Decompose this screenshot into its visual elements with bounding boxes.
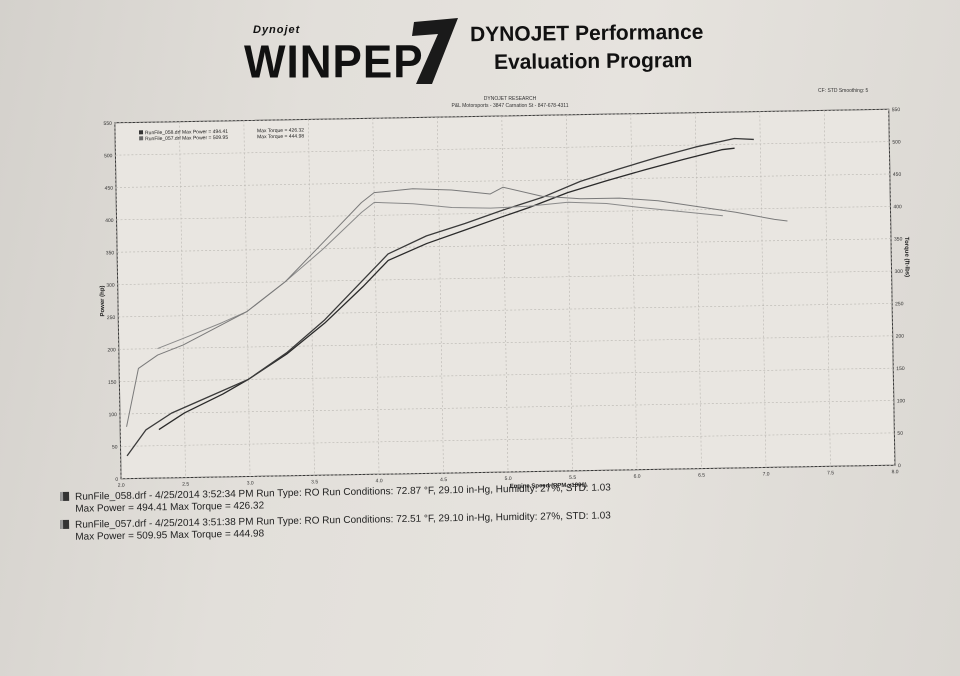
y-tick-label-right: 400 [893, 204, 902, 210]
grid-line-x [436, 117, 444, 474]
y-tick-label-left: 200 [107, 347, 116, 353]
chart-header: DYNOJET RESEARCH P&L Motorsports - 3847 … [420, 96, 600, 110]
grid-line-y [116, 206, 891, 221]
grid-line-y [115, 173, 890, 188]
grid-line-y [117, 270, 892, 285]
y-tick-label-right: 150 [896, 366, 905, 372]
y-tick-label-left: 250 [107, 315, 116, 321]
series-line-runfile057drf-torque [126, 186, 788, 427]
shop-line: P&L Motorsports - 3847 Carnation St - 84… [451, 103, 569, 109]
research-line: DYNOJET RESEARCH [483, 96, 537, 102]
logo-word: WINPEP [244, 36, 424, 89]
y-tick-label-left: 100 [109, 412, 118, 418]
logo-brand: Dynojet [253, 24, 301, 36]
inset-swatch-run057 [139, 136, 144, 141]
grid-line-x [308, 119, 315, 476]
y-tick-label-left: 400 [105, 218, 114, 224]
series-line-runfile057drf-power [126, 137, 754, 457]
x-tick-label: 7.0 [763, 471, 770, 477]
inset-row-run057-power: RunFile_057.drf Max Power = 509.95 [145, 135, 228, 142]
y-axis-label-left: Power (hp) [100, 285, 107, 316]
grid-lines [114, 108, 896, 480]
y-tick-label-left: 350 [106, 250, 115, 256]
x-tick-label: 3.0 [247, 480, 254, 486]
x-tick-label: 4.0 [376, 478, 383, 484]
inset-swatch-run058 [138, 130, 144, 135]
grid-line-x [759, 111, 767, 468]
grid-line-y [118, 335, 893, 350]
logo-seven-mark [412, 18, 458, 84]
grid-line-x [372, 118, 380, 475]
inset-legend: RunFile_058.drf Max Power = 494.41 Max T… [138, 127, 304, 142]
x-tick-label: 3.5 [311, 479, 318, 485]
y-tick-label-right: 100 [897, 398, 906, 404]
grid-line-x [565, 114, 573, 471]
x-tick-label: 7.5 [827, 470, 834, 476]
grid-line-y [118, 303, 893, 318]
x-tick-label: 2.5 [182, 482, 189, 488]
y-tick-label-left: 500 [104, 153, 113, 159]
x-tick-label: 8.0 [892, 469, 899, 475]
y-tick-label-left: 450 [105, 186, 114, 192]
axis-ticks: 2.0 2.5 3.0 3.5 4.0 4.5 5.0 5.5 6.0 6.5 7.0 7.5 8.00… [103, 107, 906, 489]
run-058-swatch [60, 491, 70, 501]
x-tick-label: 5.5 [569, 475, 576, 481]
inset-row-run057-torque: Max Torque = 444.98 [257, 133, 304, 140]
y-tick-label-left: 0 [115, 477, 118, 483]
x-tick-label: 5.0 [505, 476, 512, 482]
grid-line-x [823, 110, 831, 467]
run-057-swatch [60, 519, 70, 529]
grid-line-x [243, 120, 251, 477]
grid-line-x [179, 121, 186, 478]
grid-line-x [501, 116, 509, 472]
x-tick-label: 6.5 [698, 473, 705, 479]
y-tick-label-left: 150 [108, 380, 117, 386]
y-tick-label-right: 300 [895, 269, 904, 275]
x-axis-label: Engine Speed (RPM x1000) [510, 483, 587, 490]
x-tick-label: 4.5 [440, 477, 447, 483]
grid-line-x [694, 112, 702, 469]
y-tick-label-right: 200 [896, 334, 905, 340]
y-tick-label-right: 0 [898, 463, 901, 469]
grid-line-y [115, 141, 890, 156]
x-tick-label: 2.0 [118, 483, 125, 489]
y-tick-label-right: 350 [894, 237, 903, 243]
series-line-runfile058drf-torque [157, 201, 723, 350]
grid-line-y [121, 464, 895, 480]
grid-line-y [119, 400, 894, 415]
grid-line-y [114, 108, 889, 124]
correction-factor-text: CF: STD Smoothing: 5 [818, 88, 869, 94]
grid-line-y [120, 432, 895, 447]
y-tick-label-right: 550 [892, 107, 901, 113]
y-tick-label-right: 500 [892, 139, 901, 145]
inset-row-run058-torque: Max Torque = 426.32 [257, 127, 304, 134]
grid-line-x [114, 122, 122, 479]
y-tick-label-right: 450 [893, 172, 902, 178]
grid-line-y [117, 238, 891, 253]
inset-row-run058-power: RunFile_058.drf Max Power = 494.41 [145, 129, 228, 136]
series-lines [126, 137, 788, 457]
y-axis-label-right: Torque (ft-lbs) [903, 237, 910, 277]
y-tick-label-right: 50 [897, 431, 903, 437]
x-tick-label: 6.0 [634, 474, 641, 480]
y-tick-label-left: 550 [103, 121, 112, 127]
y-tick-label-left: 50 [112, 444, 118, 450]
y-tick-label-right: 250 [895, 301, 904, 307]
y-tick-label-left: 300 [106, 283, 115, 289]
grid-line-x [630, 113, 638, 470]
grid-line-x [888, 109, 896, 466]
